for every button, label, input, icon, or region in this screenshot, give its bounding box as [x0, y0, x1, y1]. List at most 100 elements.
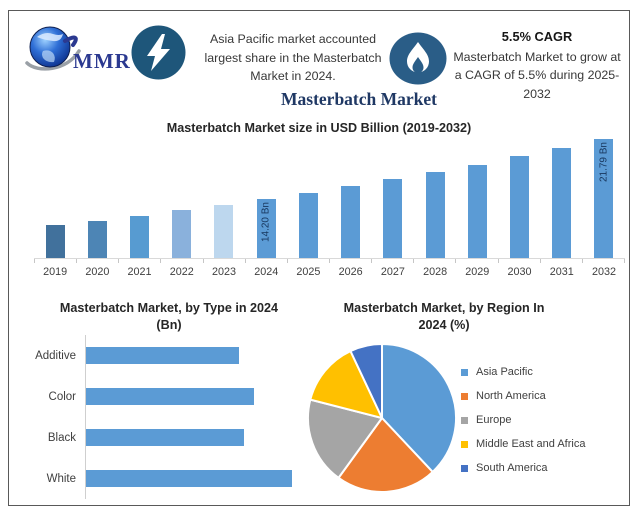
- year-label-2029: 2029: [465, 266, 490, 278]
- bar-2024: 14.20 Bn: [256, 198, 276, 258]
- legend-label: Middle East and Africa: [476, 438, 586, 450]
- legend-item-middle-east-and-africa: Middle East and Africa: [461, 432, 585, 456]
- legend-swatch: [461, 440, 468, 448]
- bar-slot-2032: 21.79 Bn: [583, 133, 625, 258]
- bar-2022: [172, 210, 192, 258]
- bar-slot-2022: [161, 133, 203, 258]
- bar-slot-2024: 14.20 Bn: [245, 133, 287, 258]
- year-label-2019: 2019: [43, 266, 68, 278]
- bar-2026: [341, 186, 361, 258]
- bar-slot-2026: [330, 133, 372, 258]
- legend-item-south-america: South America: [461, 456, 585, 480]
- type-bar-black: [86, 429, 245, 446]
- asia-pacific-note: Asia Pacific market accounted largest sh…: [179, 30, 407, 86]
- lightning-badge: [131, 25, 186, 80]
- type-bar-additive: [86, 347, 240, 364]
- region-legend: Asia Pacific North America Europe Middle Ea…: [461, 360, 585, 480]
- bar-2023: [214, 204, 234, 258]
- page-title: Masterbatch Market: [281, 89, 437, 109]
- by-region-title-line2: 2024 (%): [418, 317, 470, 332]
- year-label-2032: 2032: [591, 266, 616, 278]
- flame-icon: [389, 32, 447, 85]
- note-line: Masterbatch Market to grow at: [453, 49, 621, 64]
- bar-slot-2031: [541, 133, 583, 258]
- axis-tick: [160, 259, 162, 263]
- legend-swatch: [461, 464, 468, 472]
- region-pie-chart: [307, 343, 457, 493]
- legend-swatch: [461, 368, 468, 376]
- legend-item-europe: Europe: [461, 408, 585, 432]
- axis-tick: [34, 259, 35, 263]
- axis-tick: [202, 259, 204, 263]
- bar-slot-2030: [498, 133, 540, 258]
- bar-slot-2025: [287, 133, 329, 258]
- year-label-2025: 2025: [296, 266, 321, 278]
- bar-2031: [552, 148, 572, 258]
- bar-slot-2019: [34, 133, 76, 258]
- year-label-2021: 2021: [127, 266, 152, 278]
- bar-2021: [130, 215, 150, 258]
- by-region-title-line1: Masterbatch Market, by Region In: [343, 301, 545, 315]
- logo-text: MMR: [73, 49, 131, 73]
- type-bar-color: [86, 388, 254, 405]
- type-label-color: Color: [48, 390, 76, 403]
- year-label-2026: 2026: [338, 266, 363, 278]
- pie-slice-asia-pacific: [381, 343, 457, 473]
- type-bar-zone: [85, 376, 319, 417]
- cagr-heading: 5.5% CAGR: [501, 29, 573, 44]
- axis-tick: [455, 259, 457, 263]
- year-label-2020: 2020: [85, 266, 110, 278]
- bar-slot-2021: [118, 133, 160, 258]
- market-size-axis-ticks: [34, 259, 625, 263]
- note-line: a CAGR of 5.5% during 2025-: [454, 68, 620, 82]
- bar-2029: [467, 164, 487, 258]
- axis-tick: [371, 259, 373, 263]
- legend-item-north-america: North America: [461, 384, 585, 408]
- year-label-2022: 2022: [169, 266, 194, 278]
- bar-value-label-2024: 14.20 Bn: [260, 201, 272, 242]
- bar-2020: [87, 220, 107, 258]
- bar-2030: [510, 156, 530, 258]
- axis-tick: [286, 259, 288, 263]
- note-line: Market in 2024.: [250, 69, 336, 83]
- axis-tick: [118, 259, 120, 263]
- axis-tick: [623, 259, 625, 263]
- type-label-additive: Additive: [35, 349, 76, 362]
- axis-tick: [413, 259, 415, 263]
- pie-slice-south-america: [349, 343, 383, 419]
- legend-item-asia-pacific: Asia Pacific: [461, 360, 585, 384]
- axis-tick: [244, 259, 246, 263]
- lightning-icon: [131, 25, 186, 80]
- legend-label: North America: [476, 390, 546, 402]
- type-row-white: White: [19, 458, 319, 499]
- by-type-chart-title: Masterbatch Market, by Type in 2024 (Bn): [24, 300, 314, 333]
- axis-tick: [497, 259, 499, 263]
- type-row-additive: Additive: [19, 335, 319, 376]
- bar-slot-2027: [372, 133, 414, 258]
- bar-2019: [45, 225, 65, 258]
- type-row-color: Color: [19, 376, 319, 417]
- year-label-2023: 2023: [211, 266, 236, 278]
- globe-icon: [25, 26, 81, 71]
- infographic-frame: MMR Asia Pacific market accounted larges…: [8, 10, 630, 506]
- bar-value-label-2032: 21.79 Bn: [598, 142, 610, 183]
- year-label-2030: 2030: [507, 266, 532, 278]
- by-type-bars: Additive Color Black White: [19, 335, 319, 499]
- note-line: 2032: [523, 86, 551, 101]
- legend-label: Europe: [476, 414, 512, 426]
- bar-2027: [383, 179, 403, 258]
- year-label-2031: 2031: [549, 266, 574, 278]
- mmr-logo: MMR: [23, 21, 158, 83]
- type-label-black: Black: [47, 431, 76, 444]
- axis-tick: [581, 259, 583, 263]
- note-line: Asia Pacific market accounted: [210, 32, 376, 46]
- market-size-bars: 14.20 Bn 21.79 Bn: [34, 133, 625, 259]
- axis-tick: [76, 259, 78, 263]
- axis-tick: [328, 259, 330, 263]
- market-size-chart-title: Masterbatch Market size in USD Billion (…: [166, 121, 472, 135]
- bar-2025: [298, 192, 318, 258]
- legend-swatch: [461, 392, 468, 400]
- type-bar-zone: [85, 417, 319, 458]
- year-label-2024: 2024: [254, 266, 279, 278]
- pie-slice-europe: [307, 398, 383, 479]
